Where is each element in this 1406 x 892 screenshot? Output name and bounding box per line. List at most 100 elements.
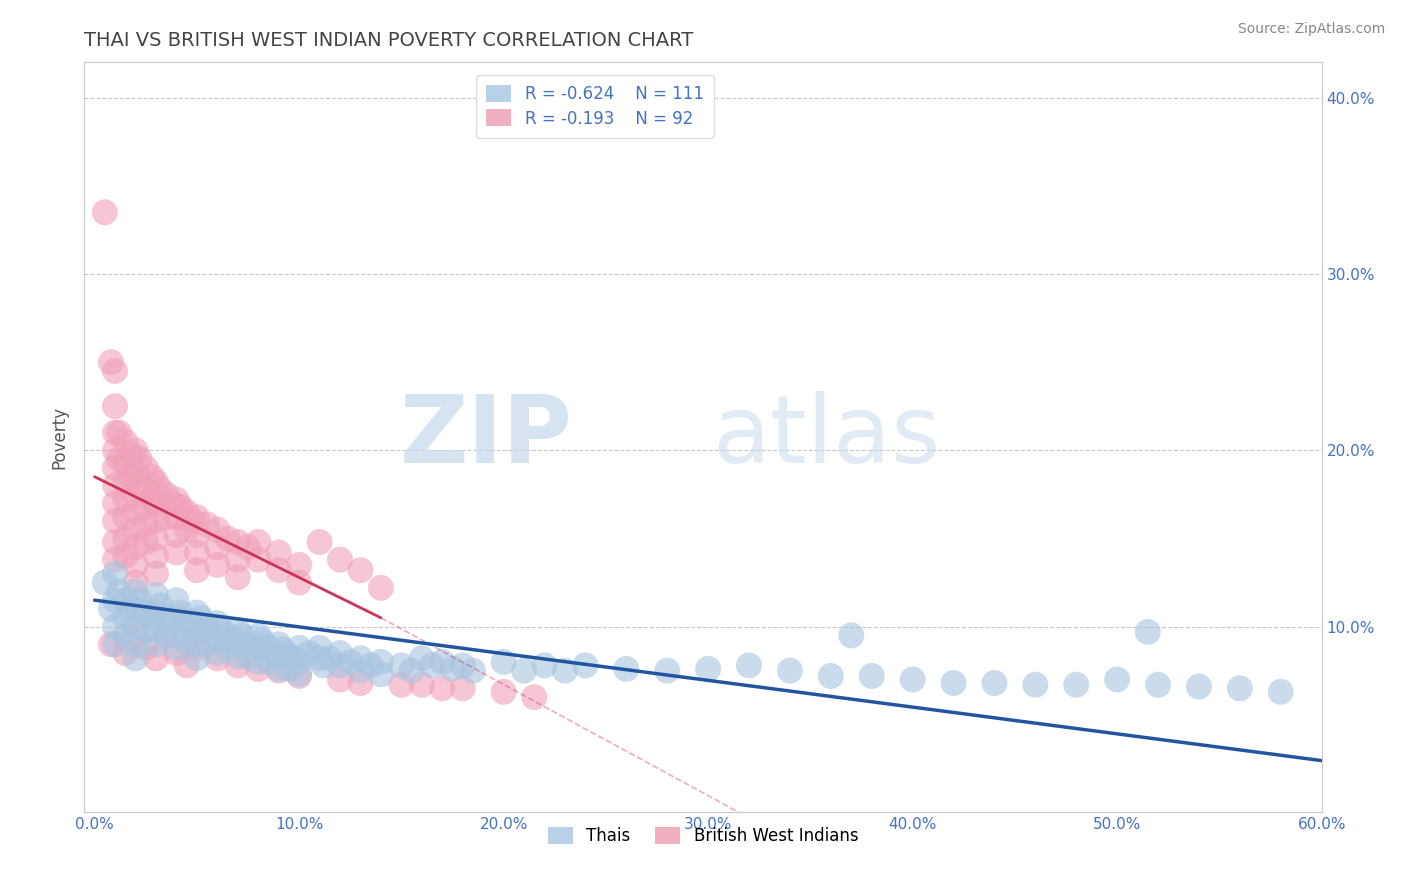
Point	[349, 651, 371, 665]
Point	[186, 623, 208, 637]
Point	[288, 558, 311, 572]
Point	[176, 658, 198, 673]
Point	[243, 640, 266, 655]
Point	[165, 628, 187, 642]
Point	[114, 532, 136, 546]
Point	[186, 640, 208, 655]
Point	[135, 482, 157, 496]
Point	[257, 655, 280, 669]
Point	[181, 623, 204, 637]
Point	[451, 681, 474, 696]
Point	[114, 593, 136, 607]
Point	[236, 649, 259, 664]
Point	[124, 651, 146, 665]
Point	[114, 492, 136, 507]
Point	[217, 628, 239, 642]
Point	[114, 434, 136, 449]
Point	[339, 655, 361, 669]
Point	[124, 602, 146, 616]
Point	[523, 690, 546, 705]
Point	[145, 623, 167, 637]
Point	[329, 658, 352, 673]
Point	[370, 667, 392, 681]
Point	[155, 510, 177, 524]
Point	[145, 514, 167, 528]
Point	[145, 588, 167, 602]
Point	[176, 633, 198, 648]
Point	[247, 628, 270, 642]
Point	[738, 658, 761, 673]
Point	[1024, 678, 1046, 692]
Point	[100, 637, 122, 651]
Point	[128, 452, 150, 467]
Point	[104, 364, 127, 378]
Point	[1107, 673, 1129, 687]
Point	[329, 552, 352, 566]
Point	[288, 640, 311, 655]
Point	[155, 628, 177, 642]
Point	[135, 606, 157, 620]
Point	[135, 535, 157, 549]
Point	[202, 628, 225, 642]
Point	[145, 549, 167, 563]
Point	[149, 599, 172, 613]
Point	[312, 658, 335, 673]
Point	[983, 676, 1005, 690]
Point	[554, 664, 576, 678]
Point	[257, 640, 280, 655]
Point	[165, 593, 187, 607]
Point	[104, 593, 127, 607]
Point	[207, 651, 229, 665]
Point	[271, 642, 294, 657]
Point	[411, 678, 433, 692]
Point	[135, 640, 157, 655]
Point	[141, 611, 163, 625]
Point	[108, 584, 131, 599]
Point	[124, 443, 146, 458]
Point	[108, 425, 131, 440]
Point	[128, 478, 150, 492]
Point	[207, 616, 229, 631]
Point	[308, 651, 330, 665]
Point	[860, 669, 883, 683]
Point	[697, 662, 720, 676]
Point	[222, 633, 245, 648]
Point	[267, 637, 290, 651]
Point	[267, 563, 290, 577]
Point	[217, 640, 239, 655]
Point	[432, 681, 454, 696]
Point	[389, 678, 412, 692]
Point	[135, 623, 157, 637]
Point	[186, 637, 208, 651]
Point	[104, 552, 127, 566]
Point	[141, 492, 163, 507]
Point	[779, 664, 801, 678]
Point	[114, 628, 136, 642]
Point	[513, 664, 536, 678]
Point	[104, 425, 127, 440]
Point	[186, 606, 208, 620]
Text: THAI VS BRITISH WEST INDIAN POVERTY CORRELATION CHART: THAI VS BRITISH WEST INDIAN POVERTY CORR…	[84, 30, 693, 50]
Point	[162, 496, 184, 510]
Point	[155, 487, 177, 501]
Point	[288, 655, 311, 669]
Point	[277, 649, 299, 664]
Point	[226, 658, 249, 673]
Point	[169, 500, 191, 514]
Point	[217, 532, 239, 546]
Point	[533, 658, 555, 673]
Point	[169, 606, 191, 620]
Text: Source: ZipAtlas.com: Source: ZipAtlas.com	[1237, 22, 1385, 37]
Point	[104, 637, 127, 651]
Point	[195, 517, 218, 532]
Point	[461, 664, 484, 678]
Point	[149, 482, 172, 496]
Point	[574, 658, 596, 673]
Point	[319, 651, 342, 665]
Point	[104, 619, 127, 633]
Point	[145, 637, 167, 651]
Point	[165, 510, 187, 524]
Point	[209, 623, 232, 637]
Point	[1136, 624, 1159, 639]
Point	[226, 552, 249, 566]
